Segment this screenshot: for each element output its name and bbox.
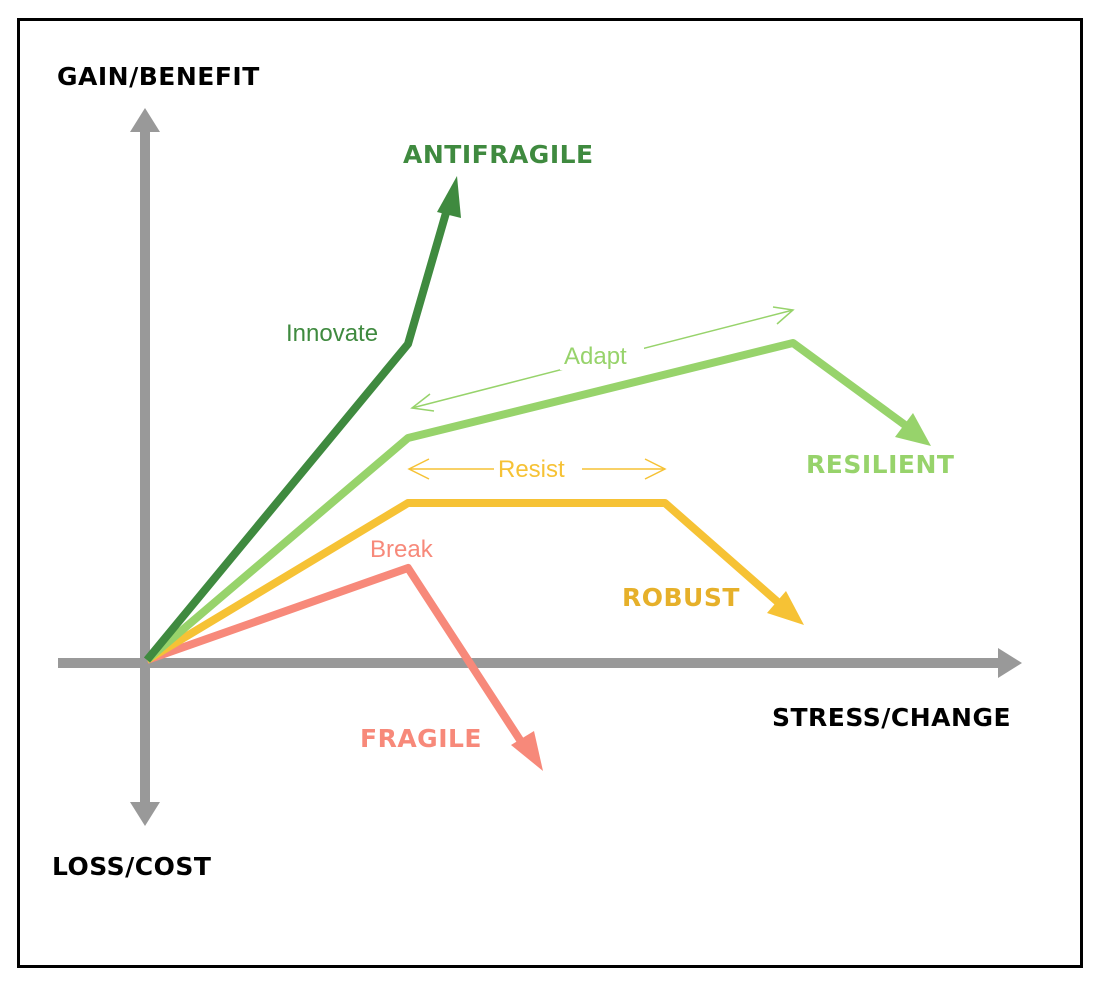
fragile-label: FRAGILE [360,724,482,753]
antifragile-curve [143,176,461,663]
resilient-arrowhead-icon [895,413,931,446]
adapt-label: Adapt [564,343,627,370]
resist-label-bg [494,454,582,484]
robust-curve [144,499,804,664]
y-axis-down-arrow-icon [130,802,160,826]
y-axis [130,108,160,826]
y-axis-up-arrow-icon [130,108,160,132]
y-negative-label: LOSS/COST [52,852,211,881]
antifragile-label: ANTIFRAGILE [403,140,594,169]
innovate-label: Innovate [286,320,378,347]
break-label: Break [370,536,434,563]
adapt-label-bg [560,340,644,370]
x-axis [58,648,1022,678]
fragile-curve [145,564,543,771]
robust-arrowhead-icon [767,591,804,625]
fragile-arrowhead-icon [511,731,543,771]
resilient-curve [144,339,931,664]
x-axis-label: STRESS/CHANGE [772,703,1011,732]
robust-label: ROBUST [622,583,740,612]
resist-label: Resist [498,456,565,483]
x-axis-right-arrow-icon [998,648,1022,678]
diagram-frame [17,18,1083,968]
y-positive-label: GAIN/BENEFIT [57,62,260,91]
antifragile-arrowhead-icon [437,176,461,218]
resilient-label: RESILIENT [806,450,954,479]
